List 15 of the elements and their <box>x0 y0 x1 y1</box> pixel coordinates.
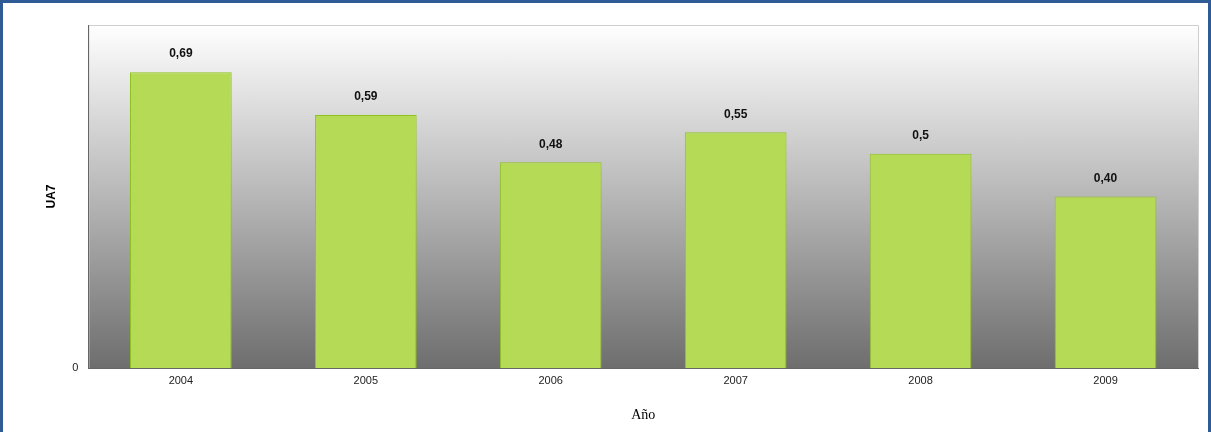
data-label: 0,48 <box>539 136 563 151</box>
x-tick-label: 2008 <box>908 373 933 386</box>
y-axis-title: UA7 <box>43 184 58 209</box>
x-axis-title: Año <box>631 407 656 423</box>
data-label: 0,40 <box>1093 170 1118 185</box>
x-tick-label: 2007 <box>723 373 748 386</box>
data-label: 0,69 <box>169 46 193 61</box>
x-tick-label: 2004 <box>168 373 194 386</box>
x-tick-label: 2005 <box>353 373 379 386</box>
data-label: 0,59 <box>354 89 378 104</box>
x-tick-label: 2006 <box>538 373 563 386</box>
x-tick-label: 2009 <box>1093 373 1118 386</box>
data-label: 0,5 <box>912 127 930 142</box>
data-label: 0,55 <box>723 106 748 121</box>
text: 0 <box>72 361 79 374</box>
